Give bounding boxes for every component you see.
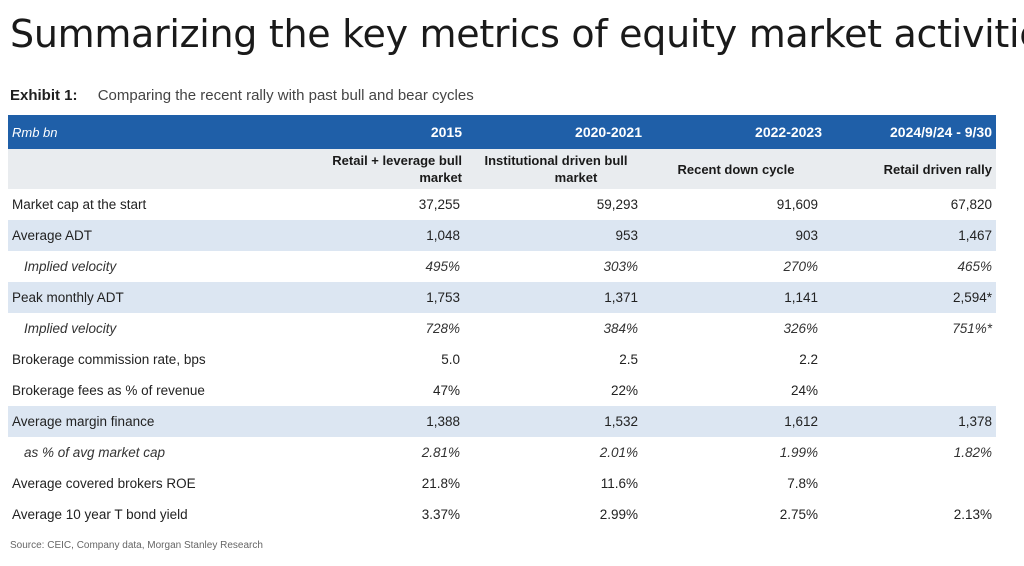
table-header-row: Rmb bn 2015 2020-2021 2022-2023 2024/9/2… bbox=[8, 115, 996, 149]
row-label: Average margin finance bbox=[8, 406, 276, 437]
row-label: Market cap at the start bbox=[12, 197, 147, 212]
row-label: Implied velocity bbox=[24, 321, 117, 336]
subheader-line: Institutional driven bull bbox=[484, 153, 628, 168]
table-cell: 2.5 bbox=[619, 352, 638, 367]
table-row: Market cap at the start 37,255 59,293 91,60… bbox=[8, 189, 996, 220]
table-cell: 1,388 bbox=[276, 406, 466, 437]
table-cell: 903 bbox=[646, 220, 826, 251]
table-cell: 2.2 bbox=[799, 352, 818, 367]
table-cell bbox=[826, 468, 996, 499]
subheader-2024: Retail driven rally bbox=[826, 149, 996, 189]
table-cell: 47% bbox=[432, 383, 460, 398]
table-cell: 1,141 bbox=[646, 282, 826, 313]
subheader-line: market bbox=[419, 170, 462, 185]
table-row: Brokerage fees as % of revenue 47% 22% 24% bbox=[8, 375, 996, 406]
table-cell: 1,612 bbox=[646, 406, 826, 437]
table-cell: 1,532 bbox=[466, 406, 646, 437]
table-cell: 326% bbox=[783, 321, 818, 336]
table-cell: 1.99% bbox=[779, 445, 818, 460]
unit-label: Rmb bn bbox=[8, 115, 276, 149]
table-cell: 7.8% bbox=[787, 476, 818, 491]
table-row: Average 10 year T bond yield 3.37% 2.99% 2.… bbox=[8, 499, 996, 530]
exhibit-text: Comparing the recent rally with past bul… bbox=[97, 87, 474, 104]
column-header-2015: 2015 bbox=[276, 115, 466, 149]
table-cell: 37,255 bbox=[418, 197, 460, 212]
row-label: Brokerage fees as % of revenue bbox=[12, 383, 205, 398]
table-cell: 728% bbox=[425, 321, 460, 336]
table-row: Brokerage commission rate, bps 5.0 2.5 2.2 bbox=[8, 344, 996, 375]
row-label: Average ADT bbox=[8, 220, 276, 251]
table-subheader-row: Retail + leverage bull market Institutio… bbox=[8, 149, 996, 189]
table-cell: 1,753 bbox=[276, 282, 466, 313]
table-row: Average margin finance 1,388 1,532 1,612 1,3… bbox=[8, 406, 996, 437]
row-label: as % of avg market cap bbox=[24, 445, 166, 460]
subheader-line: Retail + leverage bull bbox=[332, 153, 462, 168]
source-note: Source: CEIC, Company data, Morgan Stanl… bbox=[10, 540, 263, 551]
row-label: Peak monthly ADT bbox=[8, 282, 276, 313]
subheader-2015: Retail + leverage bull market bbox=[276, 149, 466, 189]
table-cell: 24% bbox=[790, 383, 818, 398]
table-cell: 2,594* bbox=[826, 282, 996, 313]
table-row: Implied velocity 495% 303% 270% 465% bbox=[8, 251, 996, 282]
table-row: Average ADT 1,048 953 903 1,467 bbox=[8, 220, 996, 251]
table-cell: 384% bbox=[603, 321, 638, 336]
subheader-2020-2021: Institutional driven bull market bbox=[466, 149, 646, 189]
table-cell: 1,048 bbox=[276, 220, 466, 251]
row-label: Brokerage commission rate, bps bbox=[12, 352, 206, 367]
table-cell: 1.82% bbox=[953, 445, 992, 460]
table-row: as % of avg market cap 2.81% 2.01% 1.99% 1.8… bbox=[8, 437, 996, 468]
subheader-empty bbox=[8, 149, 276, 189]
table-cell: 495% bbox=[425, 259, 460, 274]
table-cell: 2.99% bbox=[599, 507, 638, 522]
table-row: Peak monthly ADT 1,753 1,371 1,141 2,594* bbox=[8, 282, 996, 313]
table-cell: 2.81% bbox=[421, 445, 460, 460]
table-cell: 59,293 bbox=[596, 197, 638, 212]
column-header-2024: 2024/9/24 - 9/30 bbox=[826, 115, 996, 149]
table-cell: 22% bbox=[610, 383, 638, 398]
subheader-line: market bbox=[554, 170, 598, 185]
row-label: Average 10 year T bond yield bbox=[12, 507, 188, 522]
page-title: Summarizing the key metrics of equity ma… bbox=[10, 12, 1024, 56]
table-cell bbox=[826, 375, 996, 406]
metrics-table: Rmb bn 2015 2020-2021 2022-2023 2024/9/2… bbox=[8, 115, 996, 530]
table-cell bbox=[826, 344, 996, 375]
column-header-2020-2021: 2020-2021 bbox=[466, 115, 646, 149]
exhibit-caption: Exhibit 1: Comparing the recent rally wi… bbox=[10, 87, 474, 104]
table-cell: 5.0 bbox=[441, 352, 460, 367]
row-label: Average covered brokers ROE bbox=[12, 476, 196, 491]
subheader-2022-2023: Recent down cycle bbox=[646, 149, 826, 189]
table-cell: 1,378 bbox=[826, 406, 996, 437]
subheader-line: Retail driven rally bbox=[883, 161, 992, 177]
table-row: Implied velocity 728% 384% 326% 751%* bbox=[8, 313, 996, 344]
table-cell: 751%* bbox=[952, 321, 992, 336]
table-cell: 21.8% bbox=[421, 476, 460, 491]
table-row: Average covered brokers ROE 21.8% 11.6% 7.8… bbox=[8, 468, 996, 499]
table-cell: 2.01% bbox=[599, 445, 638, 460]
table-cell: 303% bbox=[603, 259, 638, 274]
subheader-line: Recent down cycle bbox=[677, 161, 795, 177]
table-cell: 953 bbox=[466, 220, 646, 251]
table-cell: 67,820 bbox=[950, 197, 992, 212]
table-cell: 3.37% bbox=[421, 507, 460, 522]
column-header-2022-2023: 2022-2023 bbox=[646, 115, 826, 149]
exhibit-label: Exhibit 1: bbox=[10, 87, 78, 104]
table-cell: 2.75% bbox=[779, 507, 818, 522]
table-cell: 2.13% bbox=[953, 507, 992, 522]
table-cell: 1,467 bbox=[826, 220, 996, 251]
table-cell: 11.6% bbox=[600, 476, 638, 491]
table-cell: 270% bbox=[783, 259, 818, 274]
table-cell: 1,371 bbox=[466, 282, 646, 313]
table-cell: 465% bbox=[957, 259, 992, 274]
table-cell: 91,609 bbox=[776, 197, 818, 212]
row-label: Implied velocity bbox=[24, 259, 117, 274]
